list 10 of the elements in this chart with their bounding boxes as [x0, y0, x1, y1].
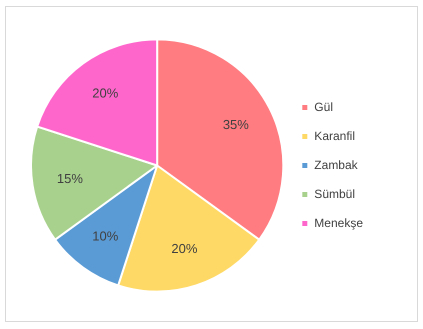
data-label: 35% — [222, 116, 250, 132]
legend-label: Menekşe — [314, 216, 364, 230]
data-label: 10% — [92, 228, 119, 244]
legend-label: Zambak — [314, 158, 359, 172]
data-label: 15% — [56, 170, 84, 186]
legend-label: Sümbül — [314, 186, 355, 201]
data-label: 20% — [92, 86, 119, 101]
legend-label: Karanfil — [314, 128, 355, 143]
legend-label: Gül — [314, 100, 333, 114]
data-label: 20% — [171, 241, 198, 256]
